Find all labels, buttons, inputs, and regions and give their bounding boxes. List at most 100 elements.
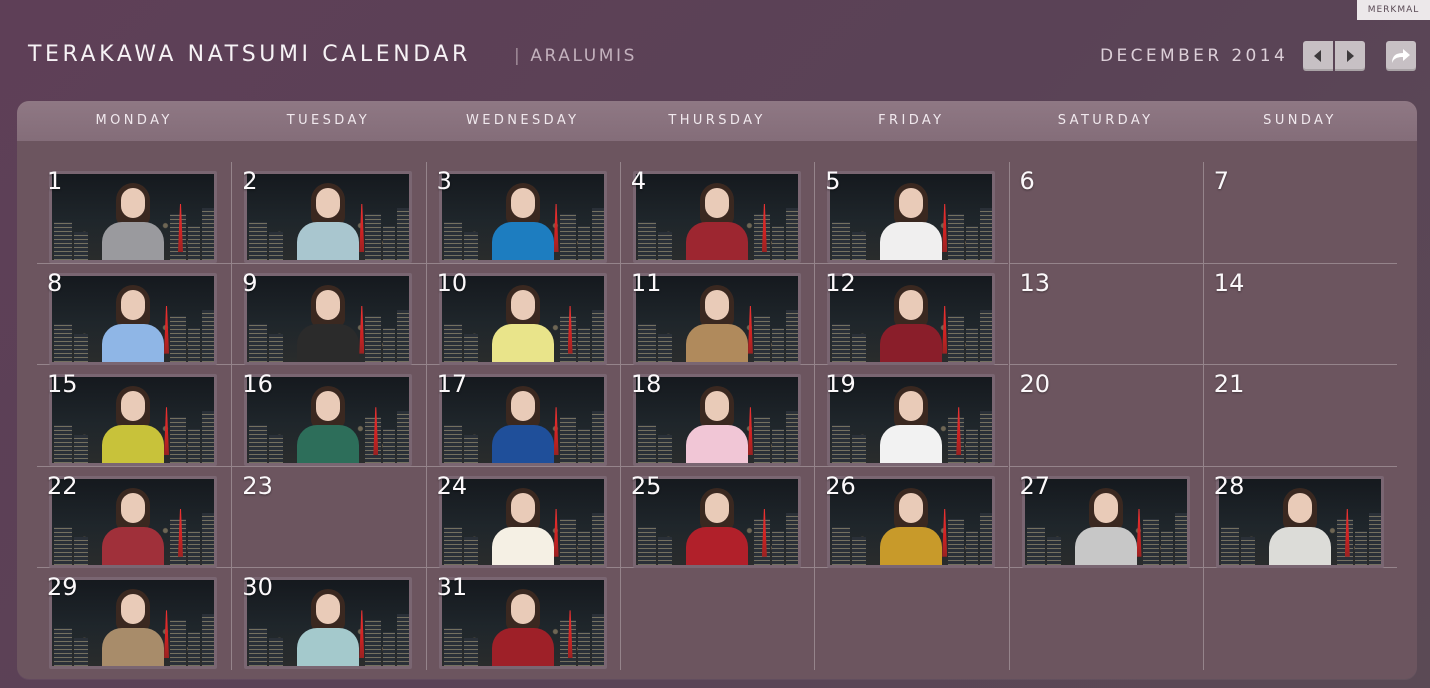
- calendar-day[interactable]: 30: [231, 568, 425, 670]
- presenter-figure: [102, 280, 164, 362]
- share-button[interactable]: [1386, 41, 1416, 71]
- presenter-figure: [1074, 483, 1137, 565]
- day-photo-thumbnail[interactable]: [827, 171, 996, 263]
- day-photo-thumbnail[interactable]: [632, 374, 801, 467]
- day-photo-thumbnail[interactable]: [1021, 475, 1190, 568]
- calendar-day[interactable]: 10: [425, 263, 620, 366]
- calendar-day[interactable]: 22: [37, 467, 232, 569]
- presenter-figure: [102, 483, 164, 565]
- day-photo-thumbnail[interactable]: [632, 171, 801, 263]
- presenter-figure: [491, 584, 554, 667]
- day-photo-thumbnail[interactable]: [49, 171, 217, 263]
- day-photo-thumbnail[interactable]: [632, 272, 801, 365]
- calendar-day[interactable]: 15: [37, 365, 232, 467]
- day-number: 24: [436, 471, 468, 500]
- calendar-day[interactable]: 31: [425, 568, 620, 670]
- calendar-day[interactable]: 24: [425, 466, 620, 569]
- day-number: 11: [630, 268, 662, 297]
- calendar-day[interactable]: 3: [425, 162, 620, 264]
- calendar-day[interactable]: 4: [619, 162, 815, 264]
- calendar-day[interactable]: 25: [619, 466, 815, 569]
- next-month-button[interactable]: [1335, 41, 1365, 71]
- weekday-wednesday: WEDNESDAY: [466, 113, 580, 128]
- empty-day-cell: [814, 568, 1008, 670]
- weekday-sunday: SUNDAY: [1263, 113, 1337, 128]
- calendar-day: 21: [1202, 365, 1398, 467]
- presenter-figure: [297, 381, 360, 464]
- day-number: 27: [1019, 471, 1051, 500]
- day-number: 9: [242, 268, 258, 297]
- subtitle[interactable]: | ARALUMIS: [514, 46, 637, 66]
- day-number: 6: [1019, 167, 1035, 195]
- day-number: 16: [242, 370, 273, 399]
- day-number: 4: [630, 167, 647, 195]
- day-number: 22: [47, 471, 78, 500]
- weekday-tuesday: TUESDAY: [286, 113, 371, 128]
- day-number: 14: [1213, 268, 1245, 297]
- day-photo-thumbnail[interactable]: [438, 272, 607, 365]
- day-number: 17: [436, 370, 468, 399]
- calendar-day[interactable]: 17: [425, 365, 620, 467]
- calendar-day[interactable]: 16: [231, 365, 426, 467]
- empty-day-cell: [619, 568, 814, 670]
- calendar-day[interactable]: 18: [619, 365, 815, 467]
- day-number: 10: [436, 268, 468, 297]
- day-photo-thumbnail[interactable]: [827, 374, 996, 467]
- day-photo-thumbnail[interactable]: [49, 272, 217, 365]
- day-photo-thumbnail[interactable]: [244, 272, 413, 365]
- calendar-day[interactable]: 28: [1202, 466, 1398, 569]
- share-arrow-icon: [1392, 49, 1410, 63]
- calendar-day[interactable]: 1: [37, 162, 232, 264]
- day-photo-thumbnail[interactable]: [244, 171, 413, 263]
- day-photo-thumbnail[interactable]: [438, 171, 607, 263]
- page-title: TERAKAWA NATSUMI CALENDAR: [28, 42, 471, 67]
- day-photo-thumbnail[interactable]: [827, 272, 996, 365]
- presenter-figure: [491, 280, 554, 362]
- calendar-day[interactable]: 9: [231, 263, 426, 366]
- day-photo-thumbnail[interactable]: [244, 374, 413, 467]
- presenter-figure: [297, 584, 360, 667]
- day-photo-thumbnail[interactable]: [438, 374, 607, 467]
- day-photo-thumbnail[interactable]: [827, 475, 996, 568]
- day-photo-thumbnail[interactable]: [49, 374, 217, 467]
- day-number: 1: [47, 167, 63, 195]
- day-number: 21: [1213, 370, 1245, 399]
- calendar-grid: 1 2 3 4 5 6 7 8 9 10 11 12 13 14 15 16 17 18 19 20 21 22 23 24 2…: [37, 162, 1398, 670]
- calendar-day[interactable]: 27: [1008, 466, 1203, 569]
- day-number: 7: [1213, 167, 1230, 195]
- calendar-day: 23: [231, 466, 426, 569]
- calendar-day[interactable]: 8: [37, 264, 232, 366]
- day-number: 25: [630, 471, 662, 500]
- day-number: 30: [242, 573, 273, 602]
- calendar-day[interactable]: 5: [814, 162, 1009, 264]
- day-photo-thumbnail[interactable]: [49, 577, 217, 670]
- subtitle-label: ARALUMIS: [530, 46, 638, 66]
- day-photo-thumbnail[interactable]: [49, 475, 217, 568]
- day-number: 29: [47, 573, 78, 602]
- calendar-day[interactable]: 19: [814, 365, 1009, 467]
- calendar-day[interactable]: 26: [814, 466, 1009, 569]
- day-photo-thumbnail[interactable]: [438, 475, 607, 568]
- presenter-figure: [685, 483, 748, 565]
- day-number: 13: [1019, 268, 1051, 297]
- presenter-figure: [880, 280, 943, 362]
- day-number: 26: [825, 471, 856, 500]
- presenter-figure: [685, 381, 748, 464]
- day-photo-thumbnail[interactable]: [632, 475, 801, 568]
- day-number: 19: [825, 370, 856, 399]
- calendar-day[interactable]: 29: [37, 568, 231, 670]
- day-photo-thumbnail[interactable]: [1215, 475, 1384, 568]
- calendar-day: 14: [1202, 263, 1398, 366]
- day-photo-thumbnail[interactable]: [244, 577, 413, 670]
- weekday-header: MONDAY TUESDAY WEDNESDAY THURSDAY FRIDAY SATU…: [17, 101, 1417, 141]
- day-photo-thumbnail[interactable]: [438, 577, 607, 670]
- calendar-day[interactable]: 2: [231, 162, 426, 264]
- day-number: 18: [630, 370, 662, 399]
- calendar-day[interactable]: 12: [814, 263, 1009, 366]
- presenter-figure: [491, 381, 554, 464]
- presenter-figure: [685, 280, 748, 362]
- calendar-day: 20: [1008, 365, 1203, 467]
- calendar-day[interactable]: 11: [619, 263, 815, 366]
- merkmal-badge[interactable]: MERKMAL: [1357, 0, 1430, 20]
- previous-month-button[interactable]: [1303, 41, 1333, 71]
